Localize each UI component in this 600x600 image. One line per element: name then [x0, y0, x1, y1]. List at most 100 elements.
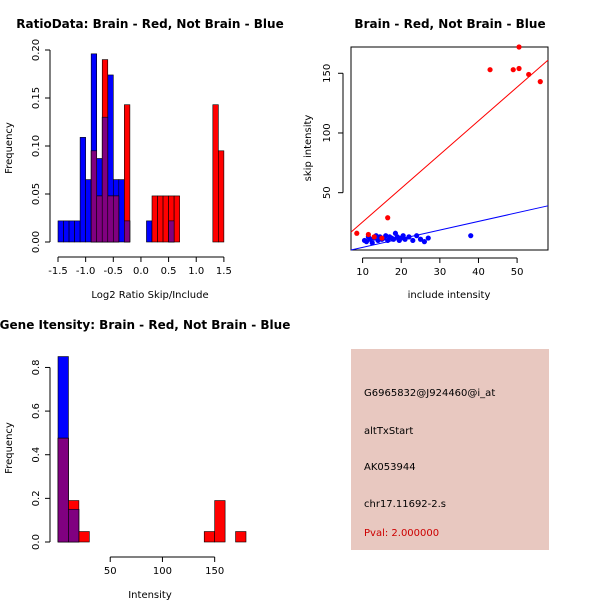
- scatter-x-tick-label: 40: [472, 267, 485, 278]
- intensity-x-tick-label: 50: [104, 566, 117, 577]
- scatter-x-tick-label: 50: [511, 267, 524, 278]
- scatter-point-brain: [516, 65, 522, 72]
- scatter-y-tick-label: 50: [322, 186, 333, 199]
- ratio-y-tick-label: 0.05: [31, 183, 42, 205]
- ratio-bar-not-brain: [63, 220, 70, 243]
- ratio-bar-overlap: [90, 150, 98, 243]
- pval: Pval: 2.000000: [364, 528, 439, 539]
- fit-line-brain: [350, 59, 549, 233]
- scatter-point-not-brain: [417, 236, 424, 242]
- scatter-point-brain: [487, 67, 493, 73]
- intensity-bar-overlap: [57, 437, 69, 543]
- scatter-point-brain: [354, 230, 360, 236]
- ratio-bar-overlap: [168, 220, 175, 243]
- ratio-x-tick-label: 0.5: [161, 266, 177, 277]
- ratio-bar-not-brain: [74, 220, 81, 243]
- ratio-bar-overlap: [112, 195, 120, 243]
- ratio-bar-not-brain: [57, 220, 64, 243]
- scatter-point-brain: [526, 71, 532, 78]
- scatter-point-not-brain: [468, 233, 474, 239]
- ratio-bar-not-brain: [146, 220, 153, 243]
- intensity-x-tick-label: 100: [153, 566, 172, 577]
- ratio-x-tick-label: -1.0: [76, 266, 96, 277]
- ratio-bar-overlap: [101, 116, 109, 243]
- ratio-bar-brain: [162, 195, 169, 243]
- ratio-bar-not-brain: [79, 137, 86, 243]
- scatter-point-not-brain: [414, 233, 420, 239]
- gene-intensity-xlabel: Intensity: [128, 590, 172, 600]
- ratio-x-tick-label: 1.5: [216, 266, 232, 277]
- ratio-x-tick-label: 0.0: [133, 266, 149, 277]
- intensity-bar-brain: [78, 531, 90, 543]
- intensity-bar-brain: [203, 531, 215, 543]
- scatter-point-not-brain: [402, 236, 408, 242]
- ratio-y-tick-label: 0.20: [31, 39, 42, 61]
- intensity-y-tick-label: 0.0: [31, 534, 42, 550]
- fit-line-not-brain: [350, 205, 549, 251]
- intensity-y-tick-label: 0.6: [31, 403, 42, 419]
- ratio-bar-brain: [212, 104, 219, 243]
- intensity-bar-brain: [235, 531, 247, 543]
- intensity-y-tick-label: 0.8: [31, 360, 42, 376]
- scatter-point-not-brain: [421, 239, 427, 245]
- ratio-bar-overlap: [96, 195, 103, 243]
- ratio-bar-brain: [218, 150, 225, 243]
- gene-intensity-title: Gene Itensity: Brain - Red, Not Brain - …: [0, 318, 290, 332]
- ratio-y-tick-label: 0.15: [31, 87, 42, 109]
- scatter-y-tick-label: 150: [322, 64, 333, 83]
- scatter-point-brain: [510, 67, 516, 73]
- info-panel-background: [351, 349, 549, 550]
- probe-id: G6965832@J924460@i_at: [364, 388, 495, 399]
- ratio-x-tick-label: -0.5: [104, 266, 124, 277]
- intensity-y-tick-label: 0.2: [31, 490, 42, 506]
- intensity-bar-overlap: [68, 508, 80, 543]
- ratio-histogram-title: RatioData: Brain - Red, Not Brain - Blue: [16, 17, 283, 31]
- intensity-scatter: Brain - Red, Not Brain - Blue 10 20 30 40 50…: [303, 17, 549, 301]
- intensity-bar-brain: [214, 500, 226, 543]
- scatter-point-brain: [537, 79, 543, 85]
- scatter-y-tick-label: 100: [322, 123, 333, 142]
- info-panel: G6965832@J924460@i_at altTxStart AK05394…: [351, 349, 549, 550]
- scatter-point-not-brain: [363, 239, 370, 245]
- ratio-bar-overlap: [124, 220, 131, 243]
- ratio-histogram: RatioData: Brain - Red, Not Brain - Blue…: [4, 17, 284, 301]
- scatter-point-brain: [385, 215, 391, 221]
- ratio-histogram-ylabel: Frequency: [4, 122, 15, 174]
- scatter-point-not-brain: [390, 236, 397, 242]
- intensity-scatter-title: Brain - Red, Not Brain - Blue: [354, 17, 545, 31]
- ratio-bar-brain: [157, 195, 164, 243]
- ratio-bar-not-brain: [118, 179, 125, 243]
- ratio-y-tick-label: 0.00: [31, 231, 42, 253]
- ratio-bar-not-brain: [85, 179, 92, 243]
- ratio-x-tick-label: -1.5: [48, 266, 68, 277]
- scatter-point-brain: [379, 235, 385, 241]
- gene-intensity-histogram: Gene Itensity: Brain - Red, Not Brain - …: [0, 318, 290, 600]
- scatter-x-tick-label: 10: [356, 267, 369, 278]
- intensity-x-tick-label: 150: [205, 566, 224, 577]
- scatter-point-brain: [365, 231, 371, 238]
- ratio-y-tick-label: 0.10: [31, 135, 42, 157]
- ratio-bar-not-brain: [68, 220, 75, 243]
- scatter-plot-frame: [350, 46, 549, 251]
- scatter-point-not-brain: [425, 235, 431, 241]
- ratio-bar-brain: [151, 195, 158, 243]
- accession: AK053944: [364, 462, 416, 473]
- locus: chr17.11692-2.s: [364, 499, 446, 510]
- ratio-x-tick-label: 1.0: [188, 266, 204, 277]
- scatter-point-brain: [371, 234, 377, 240]
- scatter-point-not-brain: [369, 240, 375, 246]
- ratio-bar-brain: [173, 195, 180, 243]
- ratio-bar-overlap: [107, 195, 114, 243]
- scatter-x-tick-label: 20: [395, 267, 408, 278]
- intensity-scatter-xlabel: include intensity: [408, 290, 491, 301]
- intensity-scatter-ylabel: skip intensity: [303, 115, 314, 182]
- gene-intensity-ylabel: Frequency: [4, 422, 15, 474]
- scatter-point-not-brain: [406, 234, 412, 240]
- event-type: altTxStart: [364, 426, 413, 437]
- scatter-point-not-brain: [410, 237, 416, 244]
- scatter-point-brain: [516, 44, 522, 50]
- scatter-x-tick-label: 30: [433, 267, 446, 278]
- ratio-histogram-xlabel: Log2 Ratio Skip/Include: [91, 290, 208, 301]
- intensity-y-tick-label: 0.4: [31, 447, 42, 463]
